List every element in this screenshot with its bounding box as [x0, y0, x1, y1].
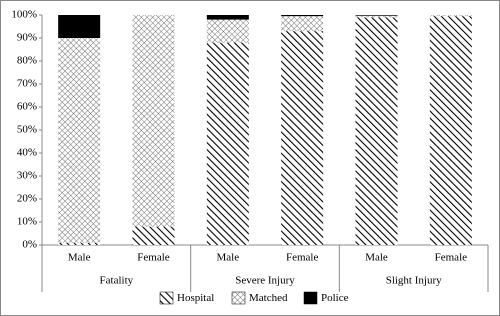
- x-tick-label: Female: [286, 252, 318, 264]
- group-label: Slight Injury: [386, 275, 442, 287]
- y-tick-label: 0%: [22, 239, 37, 251]
- bar-segment: [132, 226, 175, 245]
- x-tick-label: Male: [68, 252, 91, 264]
- bar-segment: [281, 31, 324, 245]
- y-tick-label: 90%: [17, 32, 37, 44]
- y-tick-label: 10%: [17, 216, 37, 228]
- bar-segment: [58, 242, 101, 245]
- y-tick-label: 40%: [17, 147, 37, 159]
- group-label: Fatality: [100, 275, 134, 287]
- legend-label: Hospital: [177, 292, 214, 304]
- legend-label: Matched: [249, 292, 288, 304]
- legend-swatch: [303, 291, 318, 305]
- legend-label: Police: [321, 292, 349, 304]
- legend-swatch: [231, 291, 246, 305]
- y-tick-label: 20%: [17, 193, 37, 205]
- y-tick-label: 70%: [17, 78, 37, 90]
- bar-segment: [206, 42, 249, 245]
- group-label: Severe Injury: [235, 275, 295, 287]
- bar-segment: [429, 16, 472, 246]
- x-tick-label: Female: [137, 252, 169, 264]
- y-tick-label: 80%: [17, 55, 37, 67]
- bar-segment: [355, 17, 398, 245]
- bar-segment: [132, 15, 175, 227]
- bar-segment: [429, 15, 472, 17]
- bar-segment: [355, 15, 398, 16]
- bar-segment: [281, 16, 324, 32]
- bar-segment: [58, 15, 101, 38]
- x-tick-label: Female: [435, 252, 467, 264]
- bar-segment: [206, 19, 249, 43]
- bar-segment: [58, 38, 101, 243]
- y-tick-label: 60%: [17, 101, 37, 113]
- y-tick-label: 100%: [11, 9, 37, 21]
- x-tick-label: Male: [217, 252, 240, 264]
- bar-segment: [281, 15, 324, 17]
- y-tick-label: 50%: [17, 124, 37, 136]
- bar-segment: [206, 15, 249, 20]
- legend-swatch: [159, 291, 174, 305]
- bar-segment: [355, 15, 398, 18]
- x-tick-label: Male: [365, 252, 388, 264]
- y-tick-label: 30%: [17, 170, 37, 182]
